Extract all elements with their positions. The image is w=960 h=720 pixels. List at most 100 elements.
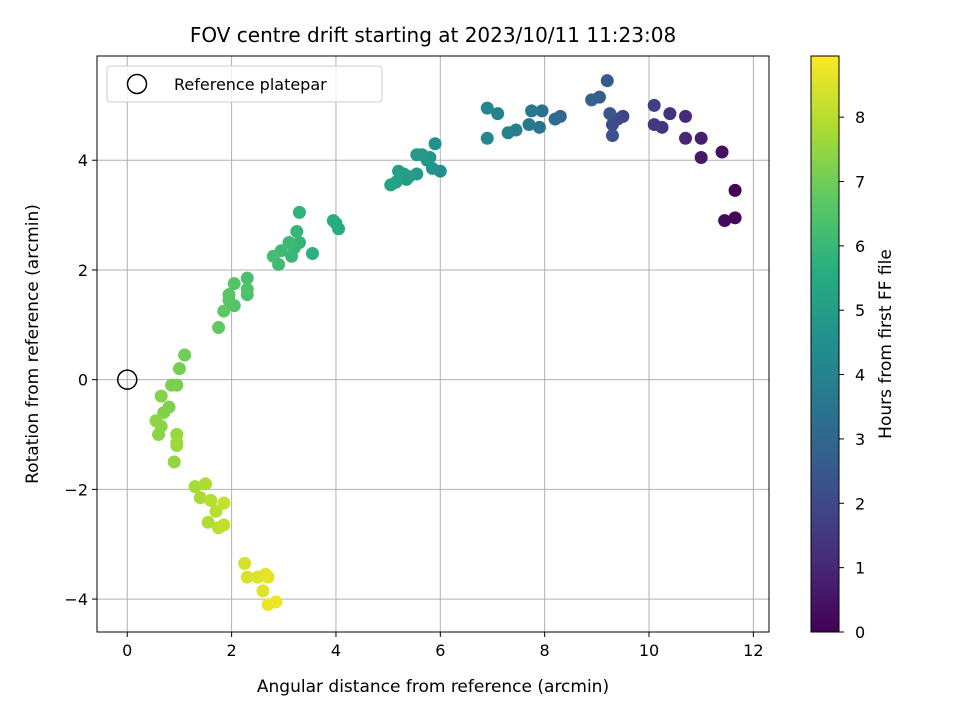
data-point	[679, 131, 693, 145]
reference-platepar-marker	[117, 369, 138, 390]
data-point	[605, 118, 619, 132]
data-point	[679, 109, 693, 123]
y-tick-label: −4	[64, 590, 88, 609]
data-point	[282, 236, 296, 250]
data-point	[217, 518, 231, 532]
data-point	[269, 595, 283, 609]
data-point	[292, 205, 306, 219]
data-point	[647, 118, 661, 132]
data-point	[326, 214, 340, 228]
data-point	[532, 120, 546, 134]
x-tick-label: 6	[435, 641, 445, 660]
data-point	[718, 214, 732, 228]
data-point	[240, 570, 254, 584]
colorbar-gradient	[810, 55, 840, 633]
colorbar-ticks: 0 1 2 3 4 5 6 7 8	[839, 108, 865, 642]
data-point	[728, 211, 742, 225]
data-point	[585, 93, 599, 107]
data-point	[522, 118, 536, 132]
data-point	[480, 131, 494, 145]
data-point	[154, 389, 168, 403]
y-tick-label: 0	[78, 371, 88, 390]
data-point	[647, 98, 661, 112]
legend: Reference platepar	[106, 65, 383, 103]
data-point	[167, 455, 181, 469]
colorbar-tick-label: 8	[855, 108, 865, 127]
data-point	[157, 406, 171, 420]
data-point	[152, 428, 166, 442]
data-point	[305, 246, 319, 260]
colorbar-tick-label: 5	[855, 301, 865, 320]
data-point	[209, 504, 223, 518]
x-tick-label: 4	[331, 641, 341, 660]
data-point	[188, 480, 202, 494]
data-point	[480, 101, 494, 115]
legend-reference-marker	[126, 73, 148, 95]
colorbar: 0 1 2 3 4 5 6 7 8 Hours from first FF file	[810, 55, 896, 642]
x-tick-label: 10	[639, 641, 659, 660]
data-point	[178, 348, 192, 362]
data-point	[227, 277, 241, 291]
data-point	[149, 414, 163, 428]
data-point	[170, 436, 184, 450]
data-point	[238, 556, 252, 570]
x-axis-label: Angular distance from reference (arcmin)	[257, 677, 609, 697]
data-point	[491, 107, 505, 121]
data-point	[605, 129, 619, 143]
data-point	[172, 362, 186, 376]
x-tick-label: 12	[743, 641, 763, 660]
y-tick-label: −2	[64, 480, 88, 499]
data-point	[600, 74, 614, 88]
y-tick-label: 4	[78, 151, 88, 170]
data-point	[201, 515, 215, 529]
data-point	[240, 282, 254, 296]
data-point	[256, 584, 270, 598]
y-tick-label: 2	[78, 261, 88, 280]
colorbar-tick-label: 2	[855, 494, 865, 513]
data-point	[199, 477, 213, 491]
data-point	[525, 104, 539, 118]
data-point	[217, 496, 231, 510]
plot-area-frame	[96, 55, 770, 633]
x-tick-label: 2	[227, 641, 237, 660]
data-point	[535, 104, 549, 118]
colorbar-tick-label: 1	[855, 559, 865, 578]
data-point	[392, 164, 406, 178]
data-point	[290, 225, 304, 239]
data-point	[694, 131, 708, 145]
data-point	[694, 150, 708, 164]
data-point	[204, 493, 218, 507]
data-point	[384, 178, 398, 192]
data-point	[266, 249, 280, 263]
data-point	[548, 112, 562, 126]
colorbar-label: Hours from first FF file	[876, 249, 896, 439]
data-point	[603, 107, 617, 121]
data-point	[165, 378, 179, 392]
data-point	[728, 183, 742, 197]
colorbar-tick-label: 4	[855, 366, 865, 385]
colorbar-tick-label: 6	[855, 237, 865, 256]
data-point	[217, 304, 231, 318]
y-axis-label: Rotation from reference (arcmin)	[23, 204, 43, 484]
data-points	[149, 74, 742, 612]
colorbar-tick-label: 7	[855, 172, 865, 191]
colorbar-tick-label: 3	[855, 430, 865, 449]
x-tick-label: 0	[122, 641, 132, 660]
data-point	[663, 107, 677, 121]
legend-entry-reference: Reference platepar	[174, 75, 327, 94]
data-point	[212, 321, 226, 335]
data-point	[261, 570, 275, 584]
x-tick-label: 8	[540, 641, 550, 660]
data-point	[193, 491, 207, 505]
data-point	[410, 148, 424, 162]
data-point	[428, 137, 442, 151]
chart-title: FOV centre drift starting at 2023/10/11 …	[190, 23, 676, 47]
data-point	[501, 126, 515, 140]
legend-box	[106, 65, 383, 103]
data-point	[222, 293, 236, 307]
axis-ticks: 0 2 4 6 8 10 12 −4 −2 0 2 4	[64, 151, 763, 660]
grid-lines	[97, 56, 769, 632]
data-point	[285, 249, 299, 263]
data-point	[240, 271, 254, 285]
